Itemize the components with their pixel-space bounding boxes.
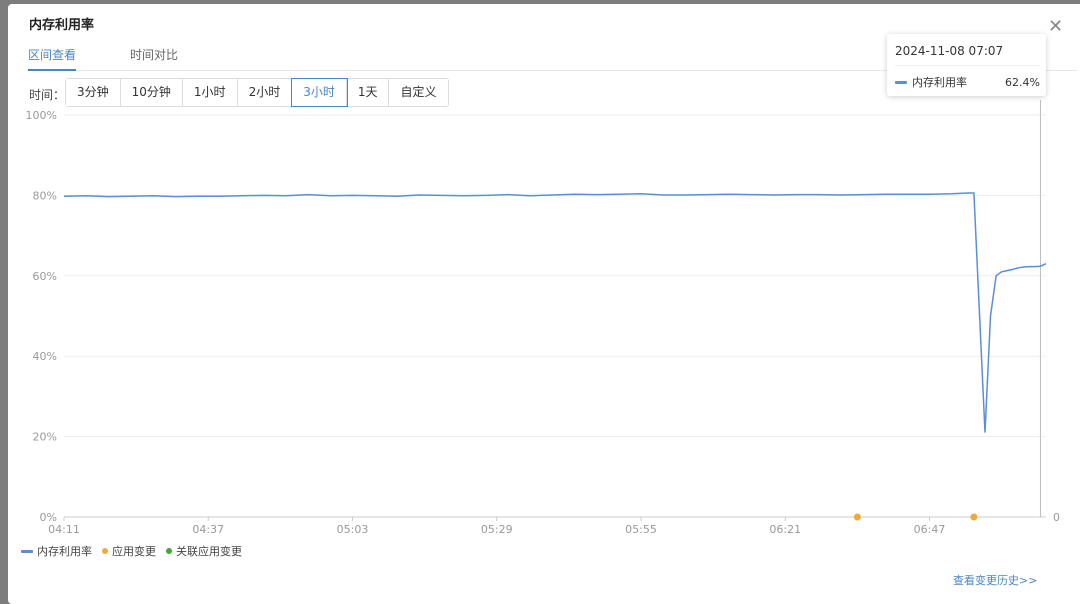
view-change-history-link[interactable]: 查看变更历史>> (953, 574, 1038, 587)
range-2h-button[interactable]: 2小时 (237, 79, 293, 106)
y-tick-label: 40% (33, 350, 57, 363)
series-line-memory-usage (63, 192, 1047, 433)
view-tabs: 区间查看 时间对比 (28, 44, 1078, 71)
chart-legend: 内存利用率 应用变更 关联应用变更 (21, 543, 242, 559)
x-tick-label: 06:21 (769, 523, 801, 536)
range-10min-button[interactable]: 10分钟 (120, 79, 183, 106)
tooltip-time: 2024-11-08 07:07 (895, 44, 1004, 58)
x-tick-label: 05:29 (481, 523, 513, 536)
memory-usage-dialog: 内存利用率 ✕ 区间查看 时间对比 时间： 3分钟 10分钟 1小时 2小时 3… (8, 4, 1080, 604)
y-tick-label: 20% (33, 431, 57, 444)
legend-label: 应用变更 (112, 545, 156, 558)
range-1d-button[interactable]: 1天 (346, 79, 390, 106)
dot-icon (166, 548, 172, 554)
legend-related-app-change[interactable]: 关联应用变更 (166, 543, 242, 559)
legend-app-change[interactable]: 应用变更 (102, 543, 156, 559)
y-tick-label: 80% (33, 189, 57, 202)
legend-memory-usage[interactable]: 内存利用率 (21, 543, 92, 559)
time-filter-label: 时间： (29, 88, 66, 102)
dot-icon (102, 548, 108, 554)
chart-tooltip: 2024-11-08 07:07 内存利用率 62.4% (887, 34, 1046, 96)
tooltip-divider (895, 65, 1040, 66)
change-event-marker (853, 513, 861, 521)
legend-label: 内存利用率 (37, 545, 92, 558)
x-tick-label: 05:55 (625, 523, 657, 536)
close-icon[interactable]: ✕ (1048, 16, 1064, 37)
range-1h-button[interactable]: 1小时 (182, 79, 238, 106)
line-icon (21, 549, 33, 553)
series-line-icon (895, 80, 907, 84)
change-event-marker (970, 513, 978, 521)
x-tick-label: 04:11 (48, 523, 80, 536)
x-tick-label: 04:37 (192, 523, 224, 536)
y-tick-label: 0% (40, 511, 57, 524)
memory-usage-chart[interactable]: 0% 20% 40% 60% 80% 100% 0 04:11 04:37 05:03 05:29 0… (0, 0, 1080, 591)
legend-label: 关联应用变更 (176, 545, 242, 558)
y-tick-label: 60% (33, 270, 57, 283)
range-3min-button[interactable]: 3分钟 (66, 79, 121, 106)
tab-range-view[interactable]: 区间查看 (28, 46, 77, 71)
tab-time-compare[interactable]: 时间对比 (130, 48, 179, 62)
x-tick-label: 06:47 (914, 523, 946, 536)
range-custom-button[interactable]: 自定义 (389, 79, 448, 106)
x-tick-label: 05:03 (337, 523, 369, 536)
y-right-tick-label: 0 (1053, 511, 1060, 524)
time-range-selector: 3分钟 10分钟 1小时 2小时 3小时 1天 自定义 (65, 78, 449, 107)
dialog-title: 内存利用率 (29, 18, 95, 33)
tooltip-series: 内存利用率 (912, 76, 967, 89)
y-tick-label: 100% (26, 109, 57, 122)
tooltip-value: 62.4% (1005, 75, 1040, 89)
range-3h-button[interactable]: 3小时 (291, 78, 348, 107)
tooltip-row: 内存利用率 62.4% (895, 74, 1040, 90)
